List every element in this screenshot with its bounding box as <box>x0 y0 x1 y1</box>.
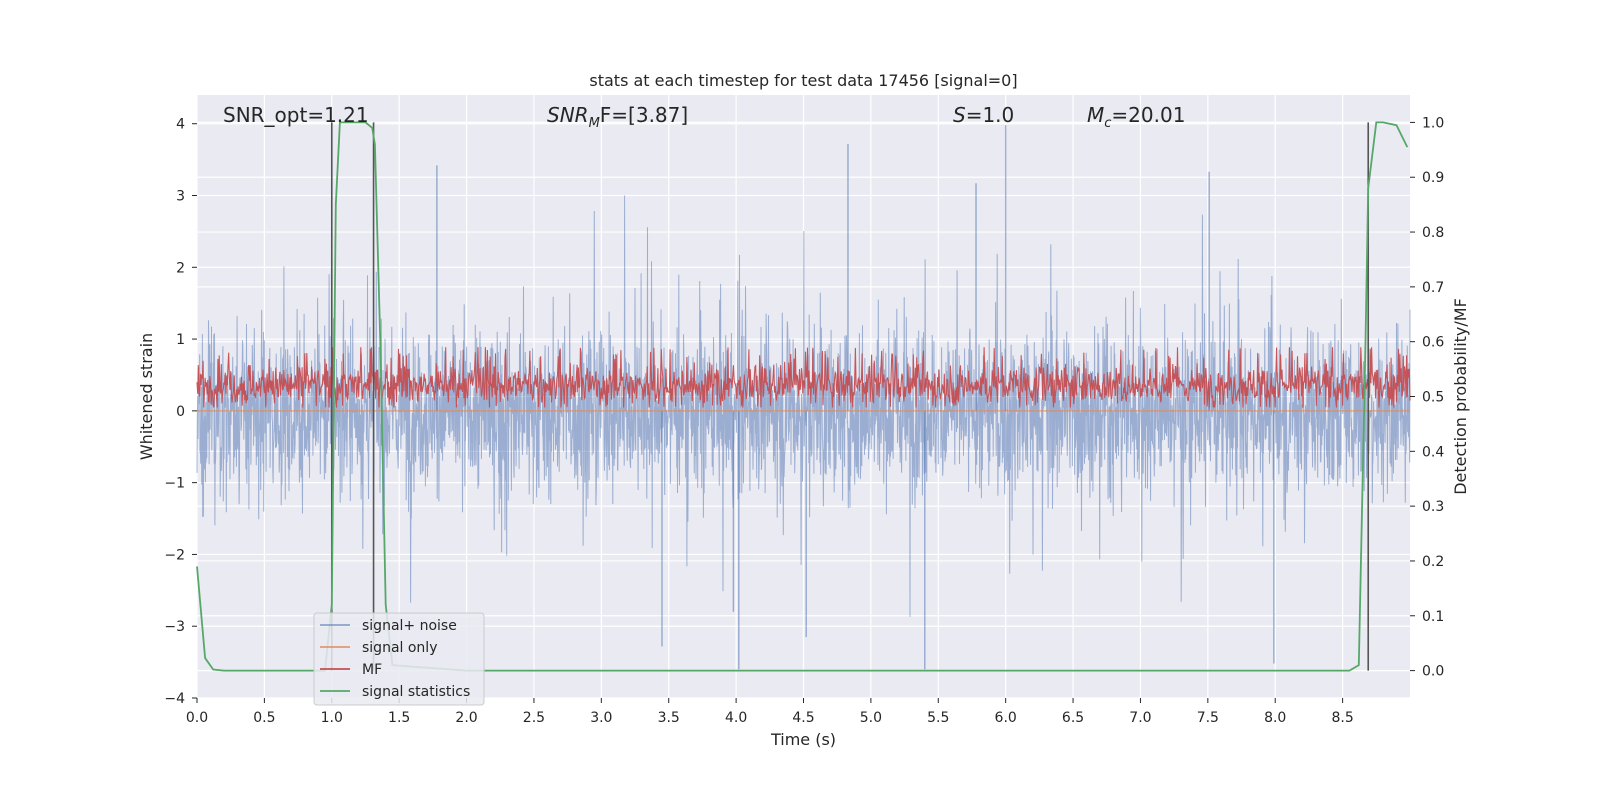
y-tick-label: −2 <box>164 547 185 563</box>
x-tick-label: 3.5 <box>658 710 680 726</box>
x-tick-label: 1.5 <box>388 710 410 726</box>
y-right-axis-label: Detection probability/MF <box>1451 298 1470 495</box>
y-tick-label: 1 <box>176 332 185 348</box>
series-signal-statistics <box>196 121 1409 672</box>
x-tick-label: 8.0 <box>1264 710 1286 726</box>
legend-label: MF <box>362 662 382 678</box>
y-right-tick-label: 0.7 <box>1422 280 1444 296</box>
x-tick-label: 4.5 <box>792 710 814 726</box>
y-right-tick-label: 1.0 <box>1422 115 1444 131</box>
y-right-tick-label: 0.4 <box>1422 444 1444 460</box>
y-tick-label: 2 <box>176 260 185 276</box>
x-tick-label: 3.0 <box>590 710 612 726</box>
x-tick-label: 2.5 <box>523 710 545 726</box>
annotation-s-main: S <box>953 103 966 127</box>
y-tick-label: 4 <box>176 117 185 133</box>
x-tick-label: 0.5 <box>253 710 275 726</box>
series-signal-noise <box>196 125 1411 670</box>
signal-noise-line <box>196 195 1411 617</box>
x-tick-label: 5.0 <box>860 710 882 726</box>
x-tick-label: 7.5 <box>1197 710 1219 726</box>
x-tick-label: 6.5 <box>1062 710 1084 726</box>
legend-box <box>313 612 485 706</box>
x-tick-label: 2.0 <box>455 710 477 726</box>
y-tick-label: −4 <box>164 691 185 707</box>
legend: signal+ noise signal only MF signal statist… <box>313 612 485 706</box>
annotation-snr-opt: SNR_opt=1.21 <box>223 103 369 127</box>
x-tick-label: 1.0 <box>321 710 343 726</box>
y-right-tick-label: 0.9 <box>1422 170 1444 186</box>
y-right-tick-label: 0.3 <box>1422 499 1444 515</box>
y-right-tick-label: 0.0 <box>1422 664 1444 680</box>
x-tick-label: 4.0 <box>725 710 747 726</box>
y-tick-label: 3 <box>176 189 185 205</box>
annotation-snr-mf-main: SNR <box>547 103 589 127</box>
y-axis-label: Whitened strain <box>137 333 156 460</box>
annotation-snr-mf: SNRMF=[3.87] <box>547 103 688 131</box>
signal-statistics-line <box>196 121 1409 672</box>
annotation-s: S=1.0 <box>953 103 1014 127</box>
y-right-tick-label: 0.8 <box>1422 225 1444 241</box>
y-right-tick-label: 0.5 <box>1422 390 1444 406</box>
x-tick-label: 0.0 <box>186 710 208 726</box>
annotation-s-value: =1.0 <box>966 103 1015 127</box>
annotation-mc-main: M <box>1087 103 1104 127</box>
x-axis-label: Time (s) <box>770 730 836 749</box>
legend-label: signal+ noise <box>362 618 457 634</box>
y-tick-label: −1 <box>164 476 185 492</box>
y-axis-ticks: −4 −3 −2 −1 0 1 2 3 4 <box>164 117 197 707</box>
y-tick-label: 0 <box>176 404 185 420</box>
x-tick-label: 5.5 <box>927 710 949 726</box>
y-right-tick-label: 0.2 <box>1422 554 1444 570</box>
x-tick-label: 6.0 <box>995 710 1017 726</box>
x-tick-label: 8.5 <box>1331 710 1353 726</box>
x-tick-label: 7.0 <box>1129 710 1151 726</box>
mf-line <box>196 347 1411 408</box>
series-mf <box>196 347 1411 408</box>
annotation-mc-value: =20.01 <box>1111 103 1185 127</box>
chart-title: stats at each timestep for test data 174… <box>589 71 1017 90</box>
x-axis-ticks: 0.0 0.5 1.0 1.5 2.0 2.5 3.0 3.5 4.0 4.5 5.0 5.5 6.0 6… <box>186 698 1354 726</box>
annotation-snr-mf-value: F=[3.87] <box>600 103 688 127</box>
annotation-snr-mf-sub: M <box>589 116 600 131</box>
legend-label: signal statistics <box>362 684 470 700</box>
y-right-tick-label: 0.6 <box>1422 335 1444 351</box>
y-right-axis-ticks: 0.0 0.1 0.2 0.3 0.4 0.5 0.6 0.7 0.8 0.9 1.0 <box>1410 115 1444 680</box>
annotation-mc: Mc=20.01 <box>1087 103 1185 131</box>
annotation-mc-sub: c <box>1104 116 1111 131</box>
y-tick-label: −3 <box>164 619 185 635</box>
y-right-tick-label: 0.1 <box>1422 609 1444 625</box>
legend-label: signal only <box>362 640 437 656</box>
